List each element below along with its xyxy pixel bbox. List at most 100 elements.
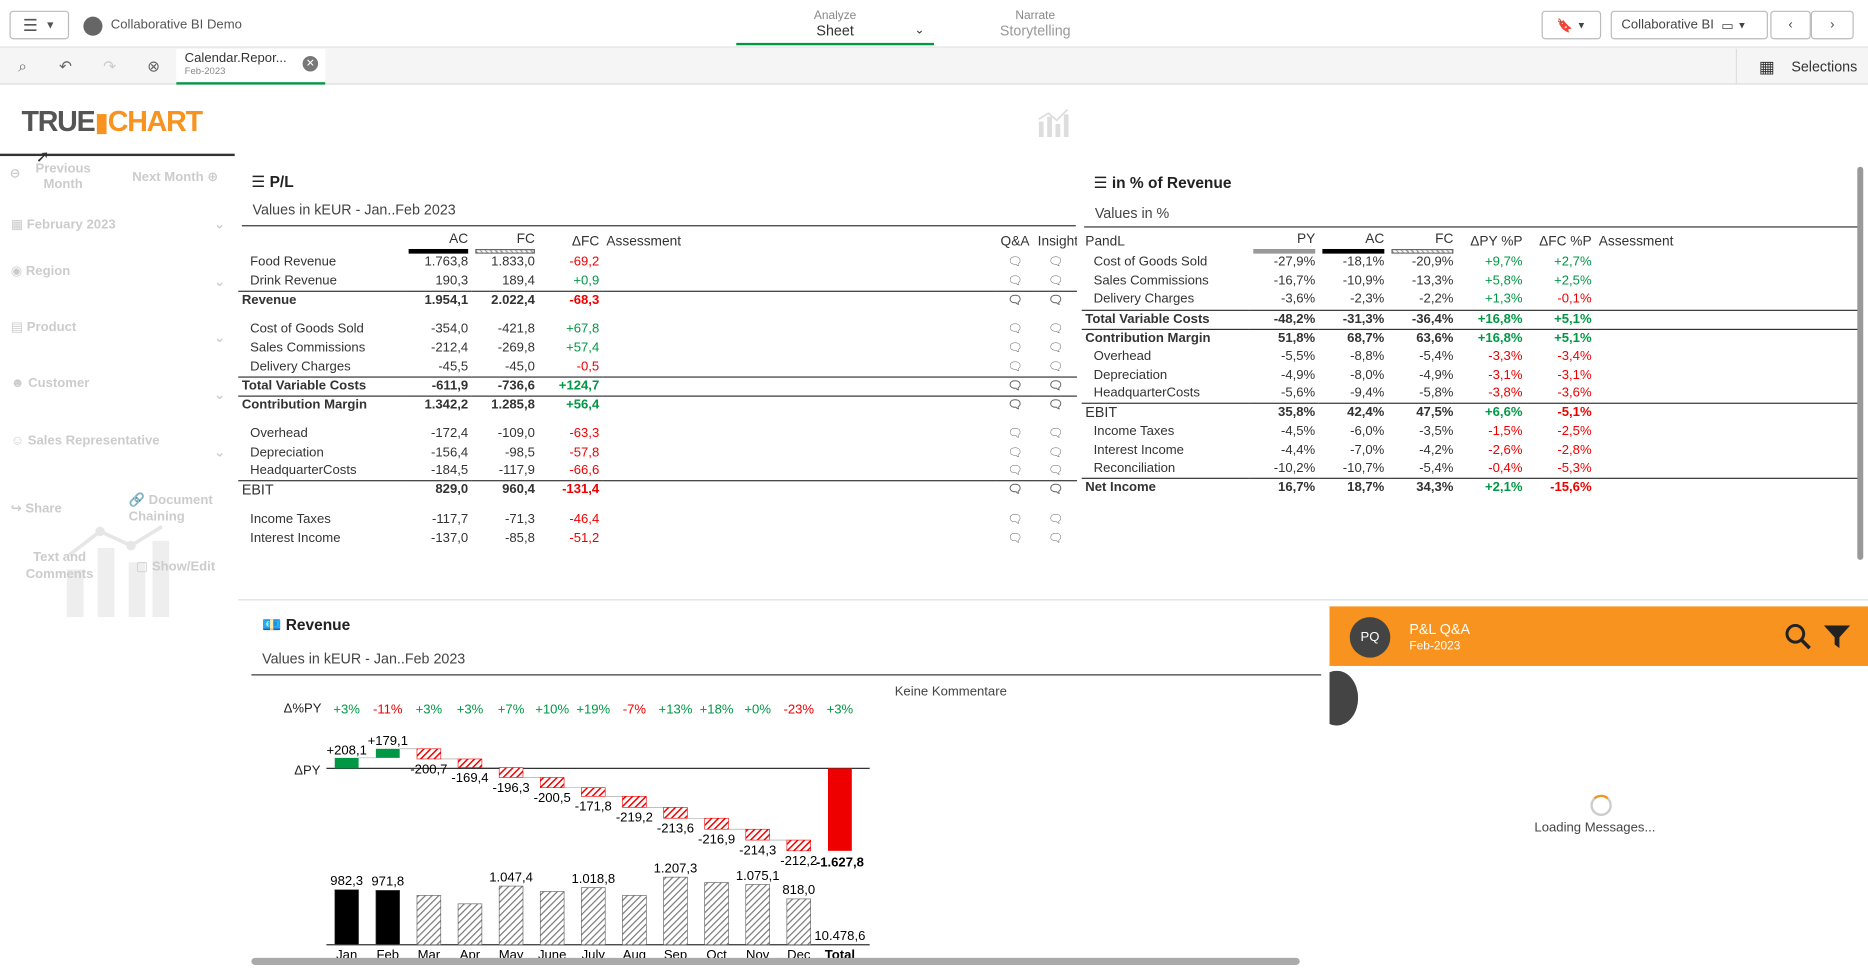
- comment-icon[interactable]: 🗨: [1007, 379, 1023, 393]
- table-row: Interest Income -137,0 -85,8 -51,2 🗨 🗨: [238, 529, 1077, 548]
- comment-icon[interactable]: 🗨: [1007, 484, 1023, 498]
- comment-icon[interactable]: 🗨: [1007, 342, 1023, 356]
- assessment-cell: [1595, 309, 1859, 329]
- region-filter-label: Region: [25, 264, 71, 279]
- comment-icon[interactable]: 🗨: [1047, 427, 1064, 441]
- horizontal-scrollbar[interactable]: [251, 957, 1300, 965]
- comment-icon[interactable]: 🗨: [1007, 427, 1023, 441]
- month-filter[interactable]: ▦ February 2023 ⌄: [11, 217, 225, 232]
- qa-cell[interactable]: 🗨: [995, 376, 1035, 396]
- comment-icon[interactable]: 🗨: [1047, 464, 1064, 479]
- comment-icon[interactable]: 🗨: [1047, 379, 1064, 393]
- product-filter[interactable]: ▤ Product ⌄: [11, 319, 225, 345]
- qa-cell[interactable]: 🗨: [996, 358, 1034, 377]
- clear-selections-icon[interactable]: ⊗: [147, 57, 161, 76]
- selections-button[interactable]: ▦ Selections: [1735, 48, 1868, 85]
- insights-cell[interactable]: 🗨: [1034, 272, 1077, 291]
- next-sheet-button[interactable]: ›: [1810, 10, 1854, 40]
- qa-cell[interactable]: 🗨: [996, 339, 1034, 358]
- sales-rep-filter[interactable]: ☺ Sales Representative ⌄: [11, 434, 225, 460]
- close-icon[interactable]: ✕: [302, 55, 319, 72]
- comment-icon[interactable]: 🗨: [1007, 532, 1023, 546]
- qa-cell[interactable]: 🗨: [996, 272, 1034, 291]
- sheet-selector-button[interactable]: Collaborative BI ▭ ▼: [1610, 10, 1768, 40]
- comment-icon[interactable]: 🗨: [1047, 323, 1064, 337]
- comment-icon[interactable]: 🗨: [1007, 513, 1023, 527]
- comment-icon[interactable]: 🗨: [1047, 532, 1064, 546]
- revenue-bar: [334, 889, 359, 946]
- comment-icon[interactable]: 🗨: [1007, 323, 1023, 337]
- insights-cell[interactable]: 🗨: [1034, 425, 1077, 444]
- step-back-icon[interactable]: ↶: [59, 57, 73, 76]
- insights-cell[interactable]: 🗨: [1034, 444, 1077, 463]
- comment-icon[interactable]: 🗨: [1007, 398, 1023, 412]
- insights-cell[interactable]: 🗨: [1034, 480, 1077, 500]
- vertical-scrollbar[interactable]: [1857, 166, 1864, 560]
- bookmark-button[interactable]: 🔖 ▼: [1541, 10, 1602, 40]
- delta-pct-label: +7%: [498, 702, 525, 717]
- document-chaining-button[interactable]: 🔗 Document Chaining: [129, 492, 224, 525]
- comment-icon[interactable]: 🗨: [1007, 446, 1023, 460]
- chevron-down-icon[interactable]: ⌄: [914, 23, 925, 37]
- ac-value: 190,3: [435, 273, 469, 289]
- comment-icon[interactable]: 🗨: [1047, 513, 1064, 527]
- logo-left: TRUE: [21, 106, 95, 139]
- insights-cell[interactable]: 🗨: [1034, 358, 1077, 377]
- previous-month-button[interactable]: ⊖ Previous Month: [10, 162, 117, 193]
- side-toggle-button[interactable]: [1329, 670, 1359, 726]
- insights-cell[interactable]: 🗨: [1034, 529, 1077, 548]
- menu-button[interactable]: ☰ ▼: [9, 10, 70, 40]
- fc-value: -2,2%: [1419, 292, 1454, 307]
- insights-cell[interactable]: 🗨: [1034, 511, 1077, 530]
- qa-cell[interactable]: 🗨: [996, 425, 1034, 444]
- tab-analyze[interactable]: Analyze Sheet ⌄: [736, 7, 935, 46]
- next-month-button[interactable]: Next Month ⊕: [132, 169, 218, 184]
- comment-icon[interactable]: 🗨: [1007, 464, 1023, 479]
- qa-cell[interactable]: 🗨: [996, 444, 1034, 463]
- qa-cell[interactable]: 🗨: [995, 290, 1035, 310]
- qa-cell[interactable]: 🗨: [996, 321, 1034, 340]
- comment-icon[interactable]: 🗨: [1047, 398, 1064, 412]
- filter-icon[interactable]: [1823, 623, 1852, 649]
- insights-cell[interactable]: 🗨: [1034, 321, 1077, 340]
- qa-cell[interactable]: 🗨: [995, 395, 1035, 415]
- selection-field: Calendar.Repor...: [184, 51, 287, 66]
- comment-icon[interactable]: 🗨: [1047, 294, 1064, 308]
- insights-cell[interactable]: 🗨: [1034, 395, 1077, 415]
- previous-sheet-button[interactable]: ‹: [1770, 10, 1811, 40]
- dfc-value: +124,7: [538, 376, 603, 396]
- insights-cell[interactable]: 🗨: [1034, 462, 1077, 481]
- comment-icon[interactable]: 🗨: [1007, 294, 1023, 308]
- comment-icon[interactable]: 🗨: [1047, 360, 1064, 374]
- qa-cell[interactable]: 🗨: [996, 254, 1034, 273]
- search-icon[interactable]: [1782, 621, 1813, 652]
- smart-search-icon[interactable]: ⌕: [18, 57, 27, 76]
- comment-icon[interactable]: 🗨: [1047, 256, 1064, 270]
- table-row: Cost of Goods Sold -27,9% -18,1% -20,9% …: [1082, 254, 1859, 273]
- insights-cell[interactable]: 🗨: [1034, 339, 1077, 358]
- insights-cell[interactable]: 🗨: [1034, 254, 1077, 273]
- comment-icon[interactable]: 🗨: [1007, 360, 1023, 374]
- dfc-value: +67,8: [566, 322, 600, 337]
- comment-icon[interactable]: 🗨: [1047, 446, 1064, 460]
- share-button[interactable]: ↪ Share: [10, 500, 62, 516]
- qa-cell[interactable]: 🗨: [995, 480, 1035, 500]
- region-filter[interactable]: ◉ Region ⌄: [11, 263, 225, 289]
- step-forward-icon[interactable]: ↷: [103, 57, 117, 76]
- insights-cell[interactable]: 🗨: [1034, 290, 1077, 310]
- show-edit-button[interactable]: ▢ Show/Edit: [136, 559, 215, 574]
- qa-cell[interactable]: 🗨: [996, 462, 1034, 481]
- comment-icon[interactable]: 🗨: [1007, 274, 1023, 289]
- comment-icon[interactable]: 🗨: [1047, 274, 1064, 289]
- customer-filter[interactable]: ☻ Customer ⌄: [11, 376, 225, 402]
- qa-cell[interactable]: 🗨: [996, 511, 1034, 530]
- tab-narrate[interactable]: Narrate Storytelling: [936, 7, 1134, 45]
- comment-icon[interactable]: 🗨: [1007, 256, 1023, 270]
- share-icon: ↪: [10, 501, 22, 516]
- qa-cell[interactable]: 🗨: [996, 529, 1034, 548]
- dfc-value: -2,5%: [1557, 423, 1592, 439]
- comment-icon[interactable]: 🗨: [1047, 484, 1064, 498]
- insights-cell[interactable]: 🗨: [1034, 376, 1077, 396]
- selection-chip[interactable]: Calendar.Repor... Feb-2023 ✕: [176, 48, 326, 85]
- comment-icon[interactable]: 🗨: [1047, 342, 1064, 356]
